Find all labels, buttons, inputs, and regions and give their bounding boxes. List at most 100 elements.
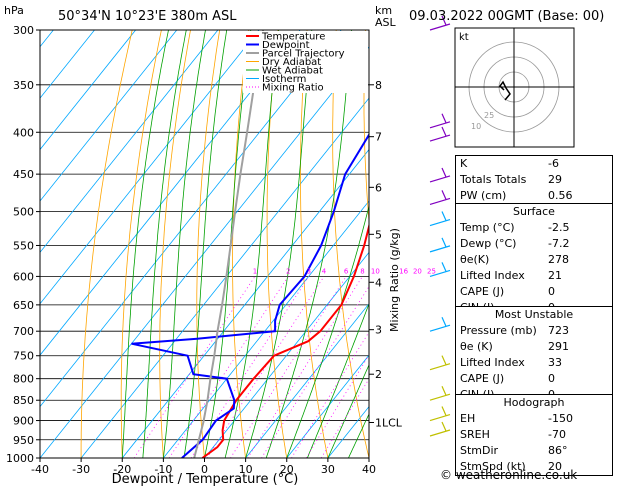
isotherm-line (40, 46, 369, 458)
most-unstable-row: θe (K) 291 (456, 339, 612, 355)
surface-row: θe(K) 278 (456, 252, 612, 268)
wind-barb (441, 113, 447, 124)
isotherm-line (40, 30, 219, 254)
surface-label: Temp (°C) (460, 221, 515, 234)
index-row: PW (cm) 0.56 (456, 188, 612, 204)
mixing-ratio-label: 10 (371, 267, 380, 275)
wind-barb (429, 23, 451, 31)
mixing-ratio-line (291, 331, 369, 458)
wind-barb (441, 190, 447, 200)
most-unstable-value: 33 (548, 356, 562, 369)
mixing-ratio-line (305, 354, 369, 458)
wet-adiabat (121, 30, 169, 458)
height-tick-label: 3 (375, 324, 382, 337)
temperature-tick-label: 30 (321, 463, 335, 476)
temperature-tick-label: 0 (201, 463, 208, 476)
wet-adiabat (204, 30, 252, 458)
wind-barb (429, 121, 451, 129)
surface-value: -2.5 (548, 221, 570, 234)
most-unstable-label: θe (K) (460, 340, 493, 353)
temperature-tick-label: -30 (72, 463, 90, 476)
wet-adiabat (142, 30, 187, 458)
surface-row: Dewp (°C) -7.2 (456, 236, 612, 252)
most-unstable-panel: Most Unstable Pressure (mb) 723 θe (K) 291 L… (455, 306, 613, 404)
hodograph-param-value: 86° (548, 444, 568, 457)
pressure-tick-label: 900 (13, 415, 34, 428)
temperature-tick-label: -40 (31, 463, 49, 476)
pressure-tick-label: 650 (13, 299, 34, 312)
most-unstable-label: Pressure (mb) (460, 324, 537, 337)
legend-label: Wet Adiabat (262, 66, 323, 77)
legend-label: Dewpoint (262, 40, 310, 51)
temperature-curve (201, 222, 369, 458)
index-value: 0.56 (548, 189, 573, 202)
dry-adiabat (300, 30, 329, 458)
isotherm-line (40, 30, 260, 305)
surface-row: CAPE (J) 0 (456, 284, 612, 300)
wind-barb (441, 15, 447, 26)
isotherm-line (163, 200, 369, 458)
wind-barbs (429, 15, 451, 437)
surface-row: Lifted Index 21 (456, 268, 612, 284)
mixing-ratio-label: 16 (399, 267, 408, 275)
mixing-ratio-label: 3 (307, 267, 311, 275)
most-unstable-row: Lifted Index 33 (456, 355, 612, 371)
isotherm-line (40, 30, 136, 151)
isotherm-line (40, 30, 342, 408)
isotherm-line (80, 97, 369, 458)
mixing-ratio-line (206, 276, 325, 458)
mixing-ratio-label: 2 (286, 267, 290, 275)
pressure-tick-label: 850 (13, 394, 34, 407)
height-tick-label: 5 (375, 228, 382, 241)
most-unstable-label: Lifted Index (460, 356, 525, 369)
mixing-ratio-label: 8 (360, 267, 364, 275)
hodograph-param-value: 20 (548, 460, 562, 473)
pressure-tick-label: 800 (13, 373, 34, 386)
chart-curves (131, 30, 369, 458)
surface-value: 0 (548, 285, 555, 298)
surface-row: Temp (°C) -2.5 (456, 220, 612, 236)
wind-barb (441, 385, 447, 396)
surface-panel: Surface Temp (°C) -2.5 Dewp (°C) -7.2 θe(K) 2… (455, 203, 613, 317)
wind-barb (441, 421, 447, 432)
wind-barb (441, 167, 447, 178)
height-tick-label: 2 (375, 368, 382, 381)
height-tick-label: 4 (375, 276, 382, 289)
dry-adiabat (159, 30, 191, 458)
hodograph-params-panel: Hodograph EH -150 SREH -70 StmDir 86° StmSpd (… (455, 394, 613, 476)
wind-barb (429, 393, 451, 401)
dry-adiabat (266, 30, 288, 458)
hodograph-param-row: StmSpd (kt) 20 (456, 459, 612, 475)
most-unstable-title: Most Unstable (494, 308, 574, 321)
wind-barb (429, 197, 451, 205)
isotherm-line (121, 148, 369, 458)
surface-label: Lifted Index (460, 269, 525, 282)
most-unstable-label: CAPE (J) (460, 372, 505, 385)
index-value: 29 (548, 173, 562, 186)
isotherm-line (245, 303, 369, 458)
height-tick-label: 8 (375, 79, 382, 92)
mixing-ratio-label: 1 (253, 267, 257, 275)
legend-label: Mixing Ratio (262, 83, 324, 94)
temperature-tick-label: 10 (239, 463, 253, 476)
hodograph-trace (499, 80, 511, 101)
asl-label: ASL (375, 16, 397, 29)
hodograph-param-value: -150 (548, 412, 573, 425)
most-unstable-row: Pressure (mb) 723 (456, 323, 612, 339)
hodograph-param-label: StmSpd (kt) (460, 460, 526, 473)
wind-barb (441, 237, 447, 248)
wind-barb (441, 262, 447, 272)
datetime-label: 09.03.2022 00GMT (Base: 00) (409, 9, 604, 24)
x-axis-title: Dewpoint / Temperature (°C) (112, 472, 299, 486)
wind-barb (429, 134, 451, 142)
pressure-tick-label: 600 (13, 270, 34, 283)
hodograph-ring-label: 25 (484, 111, 494, 120)
isotherm-line (286, 354, 369, 458)
legend-label: Isotherm (262, 74, 306, 85)
wet-adiabat (306, 302, 369, 458)
mixing-ratio-line (190, 276, 310, 458)
surface-label: θe(K) (460, 253, 490, 266)
